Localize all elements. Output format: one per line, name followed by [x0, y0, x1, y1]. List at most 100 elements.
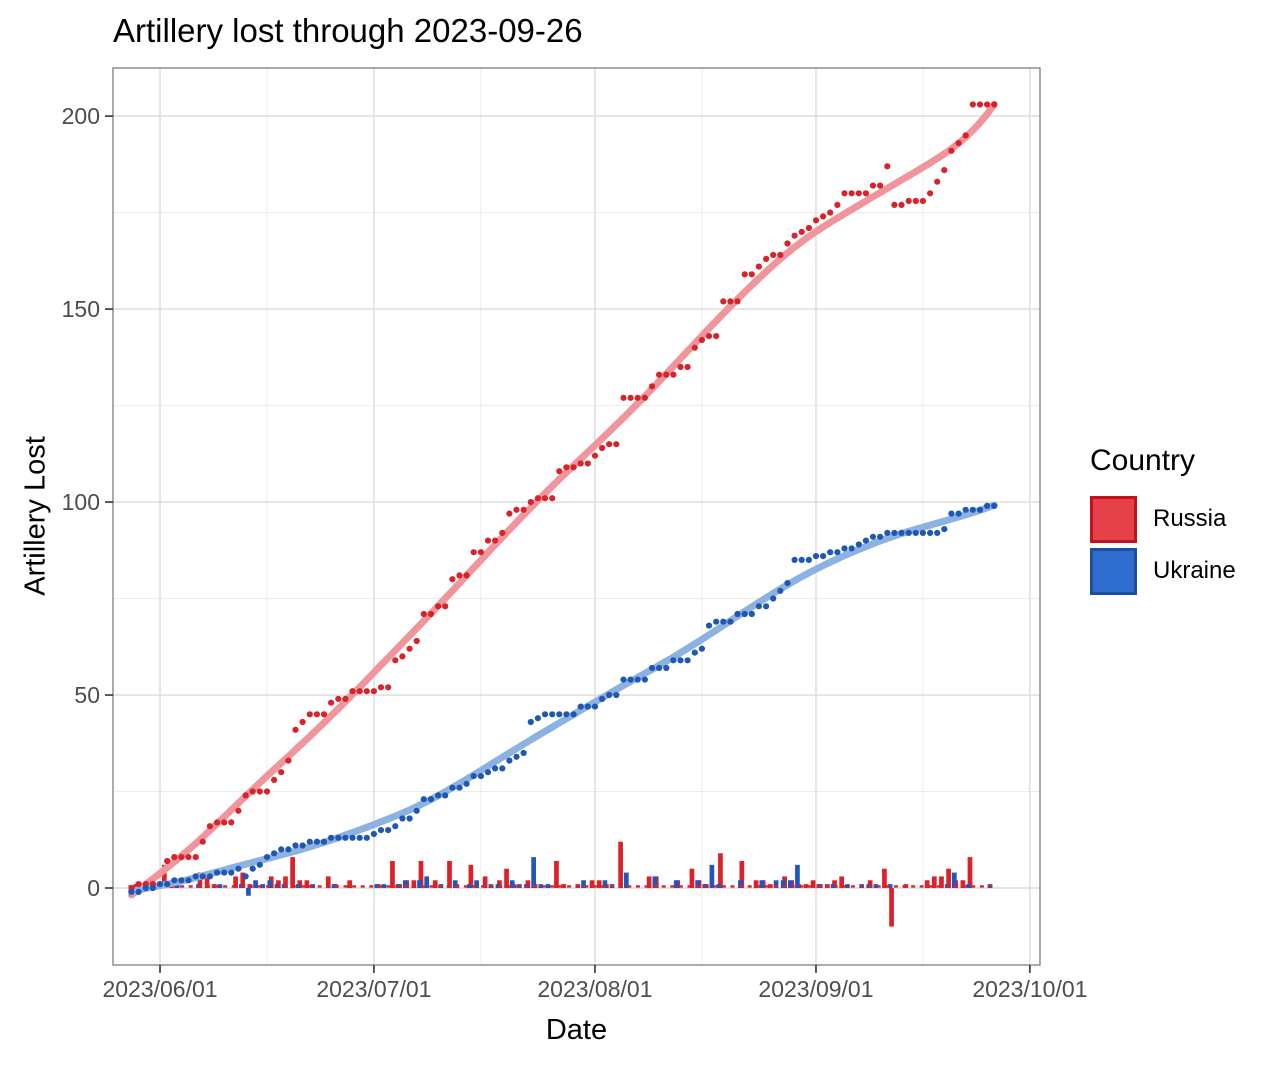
point-ukraine [976, 506, 984, 513]
daily-bar-ukraine [716, 884, 722, 888]
point-ukraine [492, 765, 499, 772]
point-russia [349, 688, 356, 695]
point-ukraine [313, 838, 320, 845]
point-ukraine [534, 715, 542, 722]
daily-bar-ukraine [873, 884, 879, 888]
daily-bar-ukraine [545, 884, 551, 888]
point-russia [242, 792, 249, 799]
point-russia [299, 718, 306, 726]
point-ukraine [705, 622, 713, 629]
point-russia [185, 854, 192, 861]
point-ukraine [413, 807, 420, 814]
point-russia [691, 344, 698, 351]
point-ukraine [349, 834, 356, 841]
point-russia [656, 371, 663, 378]
smooth-line-ukraine [128, 501, 998, 895]
point-russia [256, 788, 263, 795]
point-russia [463, 572, 470, 579]
point-russia [506, 510, 513, 517]
point-ukraine [249, 865, 256, 872]
point-russia [884, 163, 891, 170]
point-ukraine [641, 676, 649, 683]
point-ukraine [570, 711, 577, 718]
daily-bar-ukraine [253, 880, 258, 888]
point-ukraine [299, 842, 306, 849]
point-ukraine [919, 529, 927, 537]
point-russia [720, 298, 727, 305]
point-russia [392, 657, 399, 664]
point-ukraine [934, 529, 941, 537]
smooth-line-russia [128, 100, 998, 899]
point-russia [613, 441, 620, 448]
daily-bar-ukraine [887, 884, 893, 888]
point-ukraine [962, 506, 969, 513]
point-russia [271, 776, 278, 784]
daily-bar-ukraine [417, 880, 422, 888]
point-ukraine [513, 753, 520, 760]
daily-bar-russia [554, 860, 559, 888]
axis-ticks: 2023/06/01 2023/07/01 2023/08/01 2023/09/01… [62, 103, 1088, 1002]
legend-key-russia-swatch [1090, 495, 1137, 543]
daily-bar-russia [803, 884, 809, 888]
point-russia [634, 394, 641, 401]
daily-bar-ukraine [495, 884, 501, 888]
daily-bar-russia [839, 876, 844, 888]
point-ukraine [727, 618, 734, 625]
point-russia [292, 726, 299, 733]
point-russia [313, 711, 320, 718]
point-ukraine [142, 884, 149, 892]
point-russia [620, 394, 627, 401]
daily-bar-ukraine [538, 884, 544, 888]
daily-bar-ukraine [787, 880, 793, 888]
daily-bar-russia [204, 872, 210, 888]
daily-bar-russia [240, 872, 246, 888]
point-russia [278, 769, 285, 776]
plot-panel [113, 68, 1040, 965]
legend-item-russia: Russia [1090, 495, 1236, 543]
point-russia [164, 857, 171, 865]
point-russia [705, 333, 713, 340]
daily-bar-russia [931, 876, 937, 888]
point-ukraine [734, 610, 741, 618]
point-ukraine [271, 850, 278, 857]
point-russia [627, 394, 634, 401]
daily-bar-russia [468, 864, 474, 888]
daily-bar-russia [504, 868, 509, 888]
point-ukraine [356, 834, 363, 841]
daily-bar-russia [689, 868, 695, 888]
point-ukraine [477, 773, 484, 780]
point-russia [449, 576, 456, 583]
point-ukraine [763, 603, 770, 610]
daily-bar-ukraine [531, 857, 536, 888]
point-ukraine [841, 545, 848, 552]
point-russia [834, 201, 841, 208]
point-russia [934, 178, 941, 185]
point-ukraine [969, 506, 976, 513]
daily-bar-ukraine [709, 864, 715, 888]
point-ukraine [827, 549, 834, 556]
point-russia [984, 101, 991, 108]
point-russia [477, 549, 484, 556]
daily-bar-ukraine [830, 884, 836, 888]
point-russia [577, 460, 584, 467]
point-russia [677, 363, 684, 371]
daily-bar-ukraine [966, 884, 971, 888]
point-ukraine [905, 529, 912, 537]
point-ukraine [128, 888, 135, 896]
cumulative-points [128, 101, 998, 896]
point-ukraine [798, 556, 805, 564]
point-russia [770, 251, 777, 259]
daily-bar-ukraine [217, 884, 223, 888]
point-ukraine [449, 784, 456, 791]
point-ukraine [206, 873, 213, 880]
point-ukraine [862, 537, 870, 544]
point-russia [784, 240, 791, 247]
point-russia [435, 603, 442, 610]
point-ukraine [984, 502, 991, 509]
point-ukraine [627, 676, 634, 683]
point-ukraine [670, 657, 677, 664]
point-russia [370, 688, 377, 695]
point-ukraine [634, 676, 641, 683]
point-russia [805, 224, 813, 232]
point-russia [328, 699, 335, 706]
